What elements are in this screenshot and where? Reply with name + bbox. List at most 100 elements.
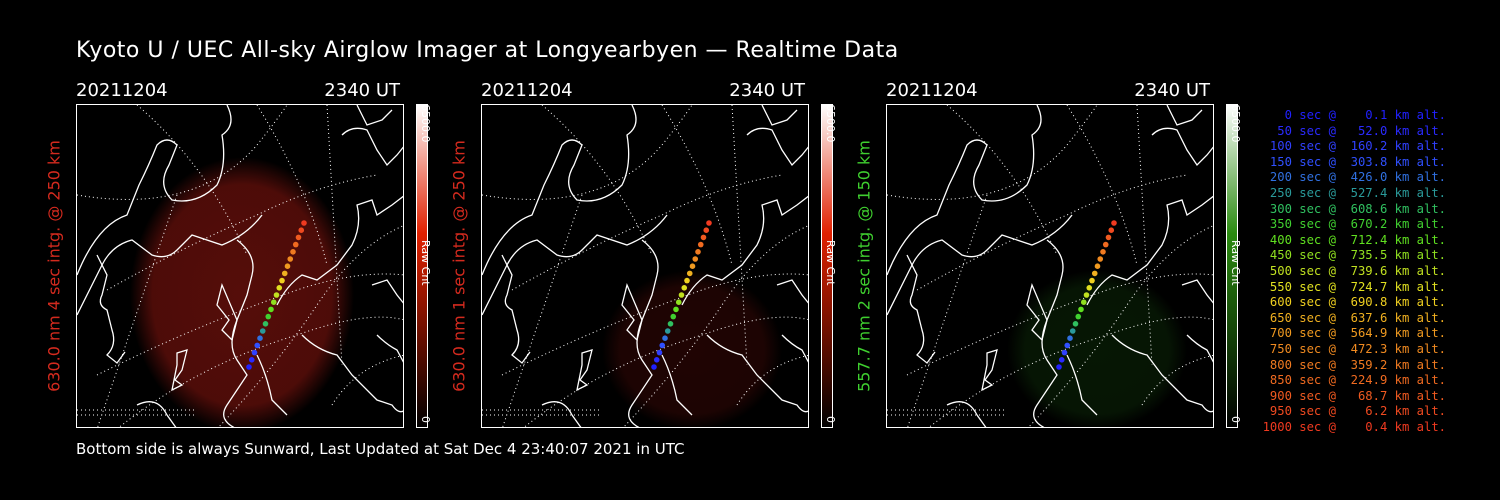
legend-item: 0 sec @ 0.1 km alt.	[1262, 108, 1446, 122]
trajectory-point	[673, 306, 679, 313]
trajectory-point	[1056, 364, 1062, 370]
colorbar-max: 6500.0	[419, 104, 432, 143]
trajectory-point	[248, 357, 255, 363]
trajectory-point	[703, 227, 710, 233]
legend-item: 500 sec @ 739.6 km alt.	[1262, 263, 1446, 278]
legend-item: 400 sec @ 712.4 km alt.	[1262, 232, 1446, 247]
trajectory-point	[276, 285, 283, 291]
trajectory-point	[1061, 349, 1068, 356]
trajectory-point	[254, 342, 261, 349]
trajectory-point	[651, 364, 657, 370]
legend-item: 100 sec @ 160.2 km alt.	[1262, 139, 1446, 154]
coastline	[301, 334, 403, 413]
trajectory-point	[678, 292, 685, 298]
coastline	[376, 334, 403, 363]
trajectory-point	[656, 349, 663, 356]
trajectory-point	[1067, 335, 1073, 341]
graticule-line	[907, 194, 988, 427]
coastline	[981, 349, 998, 392]
trajectory-point	[675, 299, 682, 305]
trajectory-legend: 0 sec @ 0.1 km alt. 50 sec @ 52.0 km alt…	[1262, 108, 1446, 435]
coastline	[256, 354, 288, 416]
coastline	[1033, 239, 1064, 427]
airglow-panel: 20211204 2340 UT 630.0 nm 1 sec intg. @ …	[450, 80, 901, 440]
trajectory-point	[1064, 342, 1071, 349]
trajectory-point	[1069, 328, 1076, 334]
trajectory-point	[684, 277, 690, 284]
map-canvas	[482, 105, 808, 427]
colorbar	[1226, 104, 1238, 428]
wavelength-label: 630.0 nm 1 sec intg. @ 250 km	[449, 140, 469, 392]
panel-date: 20211204	[481, 80, 573, 101]
coastline	[1026, 282, 1048, 342]
trajectory-point	[1108, 227, 1115, 233]
legend-item: 600 sec @ 690.8 km alt.	[1262, 295, 1446, 310]
trajectory-point	[287, 256, 294, 262]
trajectory-point	[1075, 313, 1082, 320]
map-canvas	[77, 105, 403, 427]
coastline	[761, 105, 798, 126]
legend-item: 350 sec @ 670.2 km alt.	[1262, 217, 1446, 232]
coastline	[77, 105, 232, 276]
coastline	[887, 214, 1073, 316]
coastline	[887, 105, 1042, 276]
trajectory-point	[1080, 299, 1087, 305]
coastline	[77, 214, 263, 316]
trajectory-point	[1078, 306, 1084, 313]
trajectory-point	[246, 364, 252, 370]
coastline	[906, 254, 936, 364]
trajectory-point	[251, 349, 258, 356]
legend-item: 850 sec @ 224.9 km alt.	[1262, 373, 1446, 388]
coastline	[746, 127, 808, 167]
coastline	[621, 282, 643, 342]
trajectory-point	[298, 227, 305, 233]
trajectory-point	[292, 241, 299, 248]
legend-item: 950 sec @ 6.2 km alt.	[1262, 404, 1446, 419]
coastline	[1086, 195, 1213, 306]
graticule-line	[106, 174, 378, 291]
legend-item: 50 sec @ 52.0 km alt.	[1262, 123, 1446, 138]
panel-time: 2340 UT	[1134, 80, 1210, 101]
graticule-line	[916, 174, 1188, 291]
panel-date: 20211204	[76, 80, 168, 101]
panel-time: 2340 UT	[324, 80, 400, 101]
graticule-line	[1141, 354, 1213, 406]
colorbar-min: 0	[824, 416, 837, 423]
trajectory-point	[697, 241, 704, 248]
legend-item: 550 sec @ 724.7 km alt.	[1262, 279, 1446, 294]
allsky-map	[76, 104, 404, 428]
coastline	[946, 401, 987, 427]
panel-side-label: 557.7 nm 2 sec intg. @ 150 km	[850, 104, 878, 428]
trajectory-point	[670, 313, 677, 320]
coastline	[576, 349, 593, 392]
trajectory-point	[662, 335, 668, 341]
graticule-line	[482, 105, 693, 200]
legend-item: 750 sec @ 472.3 km alt.	[1262, 341, 1446, 356]
trajectory-point	[692, 256, 699, 262]
coastline	[223, 239, 254, 427]
trajectory-point	[290, 249, 296, 255]
colorbar	[821, 104, 833, 428]
page-title: Kyoto U / UEC All-sky Airglow Imager at …	[76, 38, 899, 63]
graticule-line	[1066, 105, 1138, 266]
trajectory-point	[301, 220, 307, 226]
trajectory-point	[295, 234, 302, 241]
graticule-line	[736, 354, 808, 406]
trajectory-point	[1111, 220, 1117, 226]
legend-item: 200 sec @ 426.0 km alt.	[1262, 170, 1446, 185]
graticule-line	[511, 174, 783, 291]
panel-time: 2340 UT	[729, 80, 805, 101]
graticule-line	[502, 194, 583, 427]
coastline	[171, 349, 188, 392]
panel-side-label: 630.0 nm 4 sec intg. @ 250 km	[40, 104, 68, 428]
coastline	[371, 279, 403, 304]
coastline	[1181, 279, 1213, 304]
airglow-emission	[130, 157, 354, 427]
legend-item: 650 sec @ 637.6 km alt.	[1262, 310, 1446, 325]
trajectory-point	[667, 321, 674, 327]
coastline	[482, 214, 668, 316]
colorbar-max: 6500.0	[1229, 104, 1242, 143]
trajectory-point	[1100, 249, 1106, 255]
trajectory-point	[1086, 285, 1093, 291]
trajectory-point	[664, 328, 671, 334]
